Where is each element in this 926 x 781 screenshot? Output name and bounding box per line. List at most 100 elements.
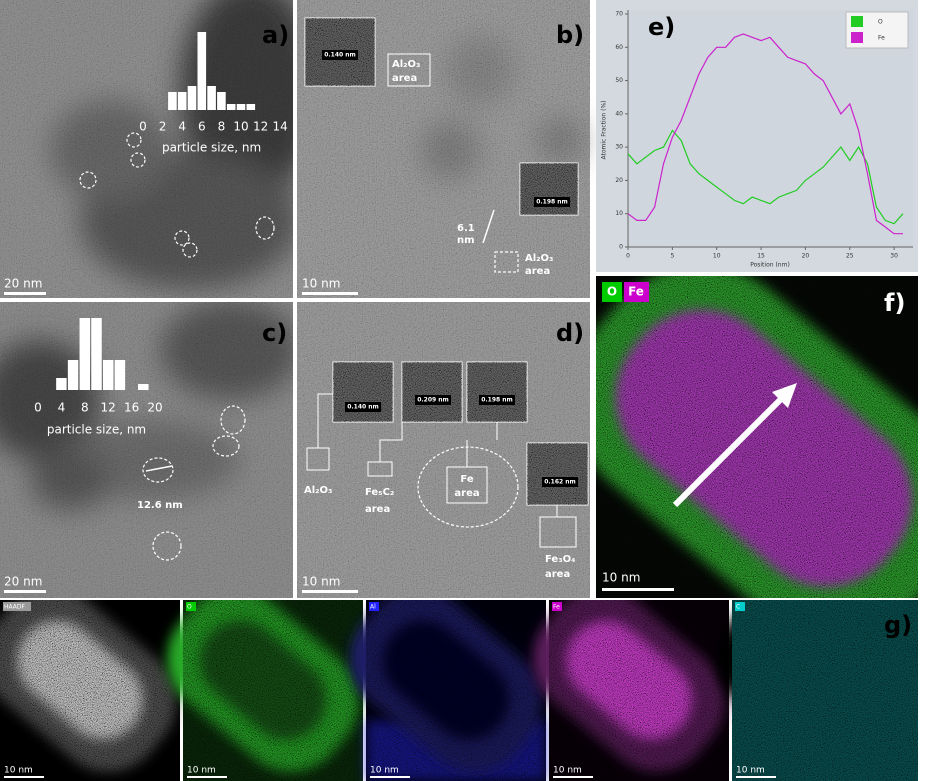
element-tag [369,602,379,611]
x-tick-label: 12 [101,401,116,415]
x-tick-label: 4 [178,120,186,134]
histogram-bar [207,86,216,110]
legend-swatch [624,282,649,302]
scale-bar-label: 10 nm [736,766,765,776]
scale-bar-label: 10 nm [302,277,340,291]
y-tick-label: 20 [615,177,623,184]
panel-a: a) 20 nm [0,0,293,298]
annotation: area [525,266,550,277]
histogram-bar [102,360,114,390]
panel-label: c) [262,319,287,347]
d-spacing: 0.198 nm [536,199,568,206]
histogram-bar [197,32,207,110]
measure-line [482,209,495,244]
x-tick-label: 5 [670,253,674,260]
data-line [627,129,904,225]
panel-label: a) [262,21,289,49]
inset-grain [520,163,578,215]
legend-swatch [851,32,863,43]
panel-label: g) [884,611,912,639]
scale-bar-label: 10 nm [553,766,582,776]
histogram-bar [226,104,236,110]
panel-d: 0.140 nm 0.209 nm 0.198 nm 0.162 nm Al₂O… [297,302,590,598]
area-box [494,251,519,273]
scale-bar [4,292,46,295]
panel-label: d) [556,319,584,347]
legend-label: O [607,285,617,299]
y-tick-label: 40 [615,110,623,117]
legend-swatch [851,16,863,27]
y-axis-label: Atomic Fraction (%) [601,101,608,160]
annotation: Fe₅C₂ [365,487,394,498]
panel-label: e) [648,13,675,41]
annotation: 12.6 nm [137,500,183,511]
annotation: Al₂O₃ [392,59,420,70]
x-tick-label: 0 [626,253,630,260]
panel-label: f) [884,289,905,317]
scale-bar [370,776,410,778]
x-tick-label: 8 [218,120,226,134]
annotation: nm [457,235,475,246]
x-tick-label: 0 [139,120,147,134]
histogram-bar [114,360,126,390]
panel-g: HAADF 10 nm O 10 nm Al 10 nm Fe 10 nm C 10 nm [0,600,918,781]
histogram-bar [246,104,256,110]
scale-bar-label: 20 nm [4,575,42,589]
panel-c: 12.6 nm c) 20 nm [0,302,293,598]
element-label: HAADF [4,604,26,611]
speckle [732,600,918,781]
grain [0,0,293,298]
histogram-bar [67,360,79,390]
element-tag [186,602,196,611]
x-axis-label: Position (nm) [750,262,790,269]
panel-f: O Fe f) 10 nm [596,276,918,598]
annotation: 6.1 [457,223,475,234]
annotation: area [365,504,390,515]
particle-outlines [79,132,275,258]
element-tag [735,602,745,611]
histogram-bar [187,86,197,110]
scale-bar-label: 10 nm [602,571,640,585]
scale-bar [4,776,44,778]
x-axis-label: particle size, nm [47,423,146,437]
speckle [596,276,918,598]
speckle [0,600,180,781]
panel-b: 0.140 nm 0.198 nm Al₂O₃ area 6.1 nm Al₂O… [297,0,590,298]
histogram-bar [56,378,67,390]
scale-bar-label: 10 nm [302,575,340,589]
x-tick-label: 15 [757,253,765,260]
legend-label: Fe [878,35,885,42]
y-tick-label: 0 [619,244,623,251]
x-tick-label: 20 [802,253,810,260]
insets [306,361,589,548]
annotation: Al₂O₃ [525,253,553,264]
area-box [387,53,431,87]
scale-bar-label: 10 nm [4,766,33,776]
histogram-bar [217,92,226,110]
scale-bar [553,776,593,778]
legend-label: O [878,19,883,26]
inset-label-box [534,197,570,207]
x-tick-label: 12 [253,120,268,134]
element-tag [3,602,31,611]
x-tick-label: 0 [34,401,42,415]
speckle [366,600,546,781]
histogram-bar [236,104,246,110]
x-tick-label: 20 [147,401,162,415]
annotation: Fe [460,474,473,485]
x-tick-label: 14 [273,120,288,134]
y-tick-label: 30 [615,144,623,151]
panel-e: e) 0 10 20 30 40 50 60 70 0 5 10 15 20 25 30 Position (… [596,0,918,272]
x-tick-label: 2 [159,120,167,134]
histogram-bar [79,318,91,390]
grain [0,302,293,598]
histogram-bar [138,384,149,390]
y-tick-label: 10 [615,210,623,217]
speckle [183,600,363,781]
d-spacing: 0.140 nm [324,52,356,59]
annotation: area [392,73,417,84]
x-tick-label: 4 [58,401,66,415]
scale-bar [302,292,358,295]
x-axis-label: particle size, nm [162,141,261,155]
scale-bar-label: 20 nm [4,277,42,291]
